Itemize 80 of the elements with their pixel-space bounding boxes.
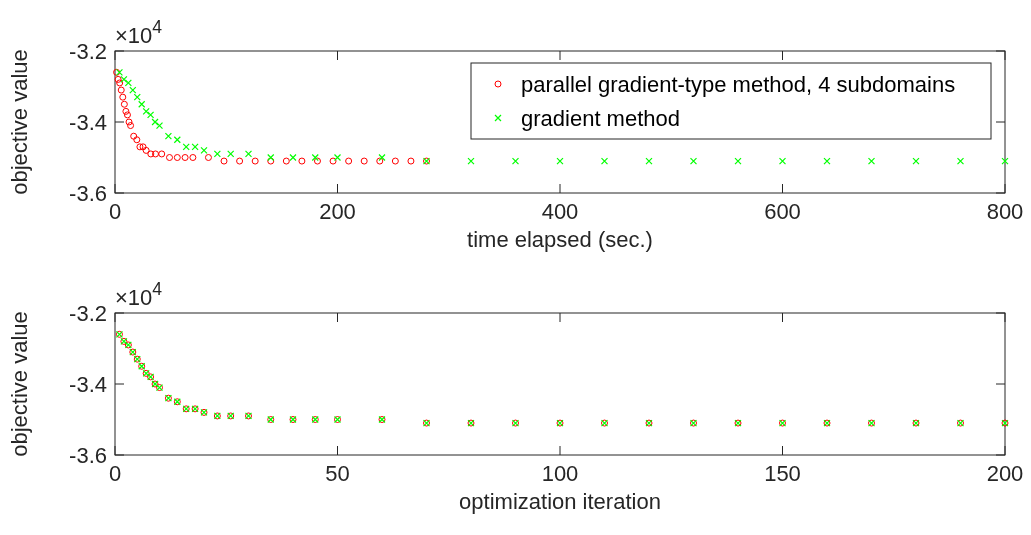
point [376,157,384,165]
point [204,154,212,161]
point [311,153,319,162]
point [189,154,197,161]
x-tick-label: 0 [108,461,122,486]
point [213,150,221,158]
x-axis-title: time elapsed (sec.) [467,227,653,252]
y-tick-label: -3.2 [69,39,107,64]
point [267,153,275,162]
point [133,93,141,101]
y-tick-label: -3.6 [69,181,107,206]
point [345,157,353,165]
point [282,157,290,165]
point [236,157,244,165]
point [173,154,181,161]
y-tick-label: -3.6 [69,443,107,468]
text: ×10$^{4}$ [115,17,163,48]
y-axis-title: objective value [7,49,32,195]
point [220,157,228,165]
point [139,143,147,151]
point [117,86,125,94]
x-tick-label: 50 [325,461,350,486]
x-tick-label: 800 [986,199,1024,224]
point [378,153,386,162]
point [142,146,150,154]
x-tick-label: 200 [986,461,1024,486]
y-tick-label: -3.4 [69,110,107,135]
point [142,107,150,115]
point [119,93,127,101]
y-axis-title: objective value [7,311,32,457]
point [267,157,275,165]
point [244,150,253,158]
point [125,118,133,126]
point [227,150,235,158]
point [251,157,259,165]
point [166,154,174,161]
point [164,132,172,140]
point [123,111,131,119]
x-tick-label: 200 [319,199,356,224]
legend-label: parallel gradient-type method, 4 subdomains [521,72,956,97]
x-tick-label: 400 [541,199,579,224]
x-tick-label: 150 [764,461,801,486]
point [136,143,144,151]
point [147,111,155,119]
legend-label: gradient method [521,106,680,131]
y-tick-label: -3.2 [69,301,107,326]
point [133,136,141,144]
point [127,122,135,130]
point [114,75,122,83]
point [298,157,306,165]
point [391,157,399,165]
point [867,157,876,165]
point [407,157,415,165]
point [116,79,124,87]
point [181,154,189,161]
point [158,150,166,158]
point [152,150,159,158]
point [360,157,368,165]
y-tick-label: -3.4 [69,372,107,397]
point [778,157,787,165]
point [313,157,321,165]
x-tick-label: 600 [764,199,801,224]
point [329,157,337,165]
point [600,157,609,165]
point [956,157,965,165]
point [130,132,138,140]
x-tick-label: 100 [541,461,579,486]
point [129,86,137,94]
point [147,150,155,158]
text: ×10$^{4}$ [115,279,163,310]
point [120,100,128,108]
point [200,146,208,154]
x-tick-label: 0 [108,199,122,224]
point [289,153,297,162]
point [689,157,698,165]
point [120,75,128,83]
point [122,107,130,115]
point [124,79,132,87]
point [511,157,520,165]
x-axis-title: optimization iteration [459,489,661,514]
